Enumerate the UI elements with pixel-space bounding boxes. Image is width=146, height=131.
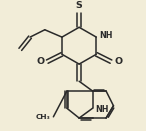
Text: CH₃: CH₃ bbox=[36, 114, 50, 120]
Text: NH: NH bbox=[99, 31, 113, 40]
Text: O: O bbox=[36, 57, 44, 66]
Text: O: O bbox=[114, 57, 122, 66]
Text: NH: NH bbox=[96, 105, 109, 114]
Text: S: S bbox=[76, 1, 82, 10]
